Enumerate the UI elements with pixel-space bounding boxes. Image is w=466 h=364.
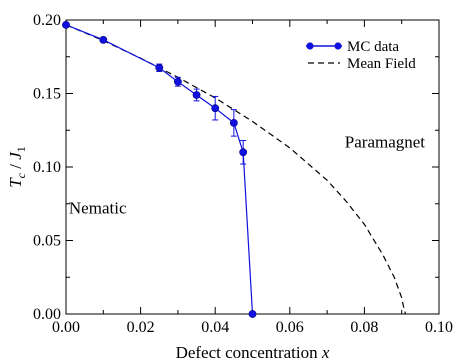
plot-area: 0.00 0.02 0.04 0.06 0.08 0.10 0.00 0.05 0.10 0.1… — [33, 12, 453, 336]
region-label: Nematic — [69, 198, 127, 217]
annotations: Paramagnet Nematic — [69, 132, 425, 217]
legend-mf-label: Mean Field — [347, 56, 416, 72]
y-tick-label: 0.15 — [33, 86, 61, 103]
mc-data-point — [173, 77, 182, 86]
y-tick-label: 0.20 — [33, 12, 61, 29]
mc-data-point — [239, 148, 248, 157]
y-tick-label: 0.00 — [33, 306, 61, 323]
mc-data-point — [229, 119, 238, 127]
mc-data-point — [248, 310, 257, 318]
x-tick-label: 0.10 — [425, 319, 453, 336]
y-tick-label: 0.05 — [33, 233, 61, 250]
legend-mc-marker-right — [334, 42, 342, 50]
mc-data-point — [62, 20, 70, 29]
mc-data-point — [211, 104, 220, 113]
mc-data-point — [99, 35, 108, 44]
y-axis-label: Tc / J1 — [6, 146, 28, 188]
x-tick-label: 0.04 — [201, 319, 229, 336]
legend-mc-marker-left — [306, 42, 314, 50]
x-axis-variable: x — [321, 343, 330, 362]
series-layer — [62, 20, 407, 318]
mc-data-point — [155, 63, 164, 72]
x-tick-label: 0.06 — [276, 319, 304, 336]
x-axis-ticks: 0.00 0.02 0.04 0.06 0.08 0.10 — [52, 20, 453, 336]
y-axis-ticks: 0.00 0.05 0.10 0.15 0.20 — [33, 12, 439, 323]
region-label: Paramagnet — [345, 132, 426, 151]
x-tick-label: 0.00 — [52, 319, 80, 336]
legend-mc-label: MC data — [347, 39, 399, 55]
y-tick-label: 0.10 — [33, 159, 61, 176]
x-tick-label: 0.02 — [127, 319, 155, 336]
x-axis-label: Defect concentration x — [176, 343, 330, 362]
legend: MC data Mean Field — [306, 39, 416, 72]
x-tick-label: 0.08 — [350, 319, 378, 336]
mc-data-point — [192, 91, 201, 99]
